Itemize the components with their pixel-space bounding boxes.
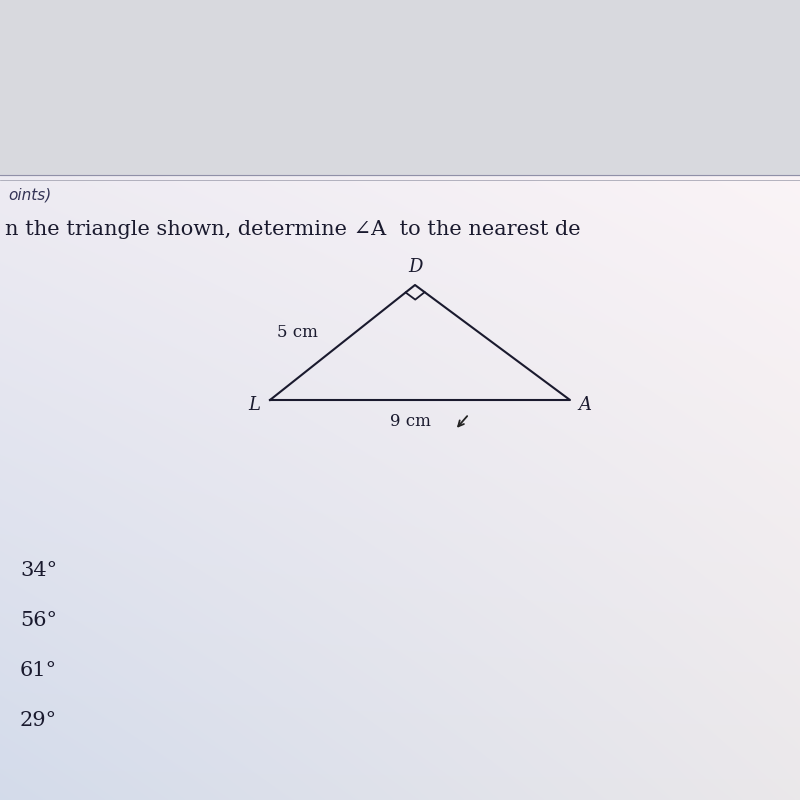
- Text: D: D: [408, 258, 422, 276]
- Text: 29°: 29°: [20, 710, 57, 730]
- Text: 34°: 34°: [20, 561, 57, 579]
- Text: A: A: [578, 396, 591, 414]
- Text: oints): oints): [8, 187, 51, 202]
- Text: 61°: 61°: [20, 661, 57, 679]
- Text: 5 cm: 5 cm: [277, 324, 318, 341]
- Text: L: L: [248, 396, 260, 414]
- Text: 56°: 56°: [20, 610, 57, 630]
- Bar: [0, 0, 800, 175]
- Text: 9 cm: 9 cm: [390, 414, 430, 430]
- Text: n the triangle shown, determine ∠A  to the nearest de: n the triangle shown, determine ∠A to th…: [5, 220, 581, 239]
